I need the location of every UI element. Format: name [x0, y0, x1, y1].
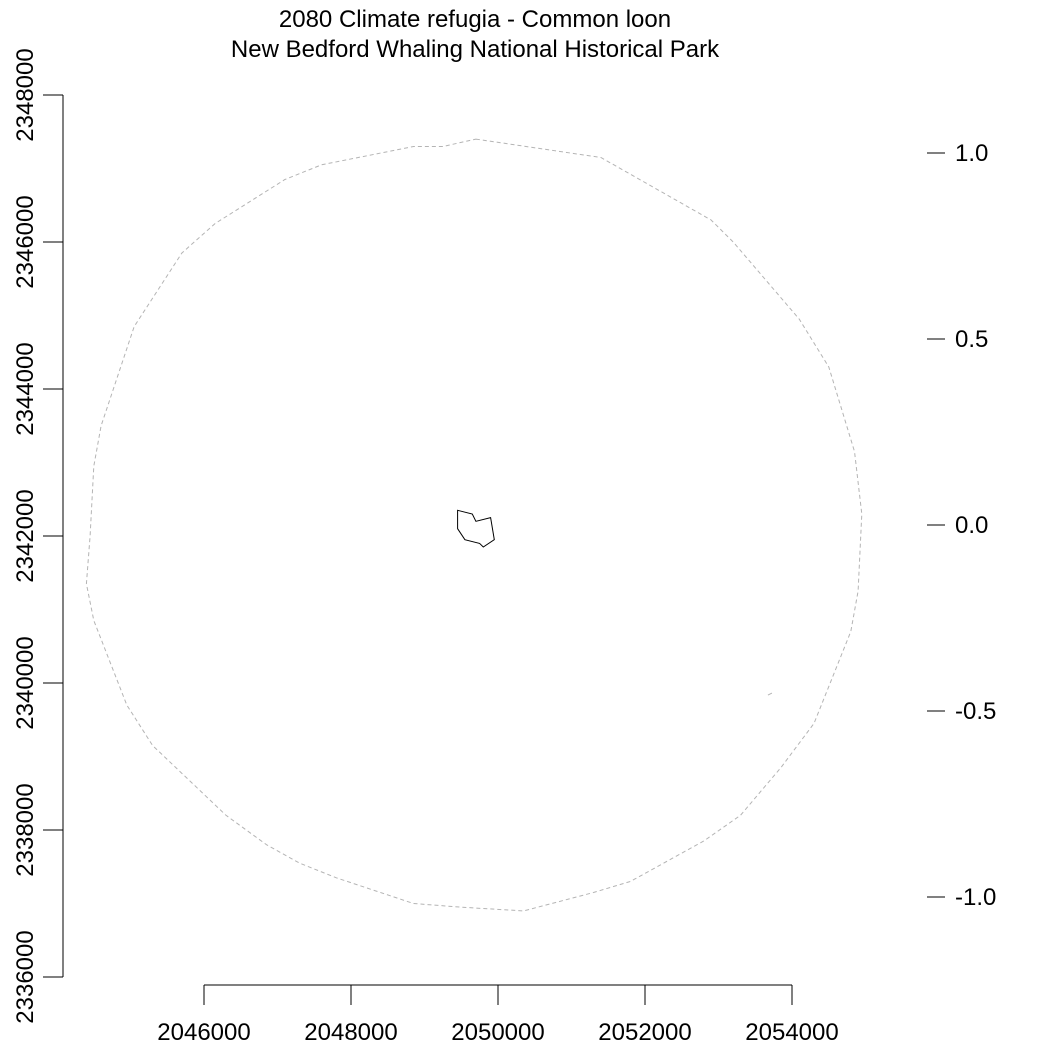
- y-tick-label: 2342000: [12, 489, 39, 582]
- legend-tick-label: -1.0: [955, 884, 996, 911]
- y-tick-label: 2348000: [12, 48, 39, 141]
- legend-tick-label: 1.0: [955, 140, 988, 167]
- y-tick-label: 2344000: [12, 342, 39, 435]
- legend-tick-label: -0.5: [955, 698, 996, 725]
- y-tick-label: 2340000: [12, 636, 39, 729]
- x-tick-label: 2048000: [304, 1019, 397, 1046]
- y-tick-label: 2338000: [12, 783, 39, 876]
- y-tick-label: 2346000: [12, 195, 39, 288]
- y-axis: 2336000 2338000 2340000 2342000 2344000 23460…: [12, 48, 64, 1024]
- legend-scale: 1.0 0.5 0.0 -0.5 -1.0: [927, 140, 996, 911]
- map-subtitle: New Bedford Whaling National Historical …: [231, 36, 720, 63]
- x-axis: 2046000 2048000 2050000 2052000 2054000: [157, 984, 839, 1046]
- park-boundary: [457, 509, 495, 548]
- map-title: 2080 Climate refugia - Common loon: [279, 6, 671, 33]
- x-tick-label: 2050000: [451, 1019, 544, 1046]
- x-tick-label: 2054000: [745, 1019, 838, 1046]
- x-tick-label: 2052000: [598, 1019, 691, 1046]
- small-feature: [767, 692, 773, 696]
- legend-tick-label: 0.0: [955, 512, 988, 539]
- legend-tick-label: 0.5: [955, 326, 988, 353]
- x-tick-label: 2046000: [157, 1019, 250, 1046]
- buffer-outline: [85, 138, 863, 912]
- y-tick-label: 2336000: [12, 930, 39, 1023]
